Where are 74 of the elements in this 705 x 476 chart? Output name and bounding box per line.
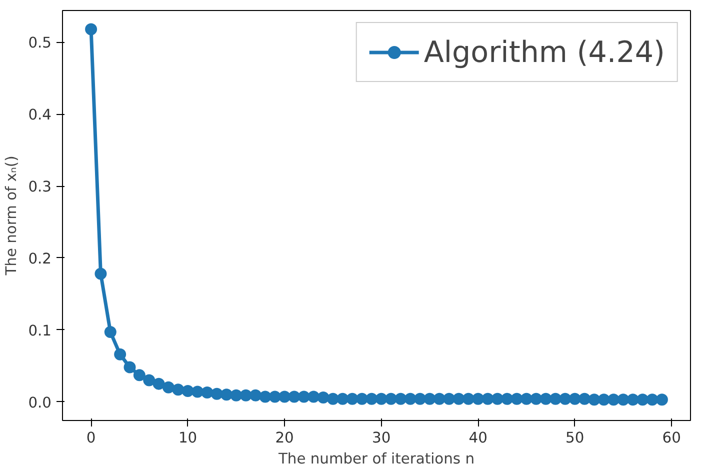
- point: [104, 326, 116, 338]
- point: [617, 394, 630, 406]
- x-tick-label: 50: [566, 430, 584, 446]
- point: [268, 390, 281, 403]
- point: [568, 392, 581, 405]
- point: [443, 392, 456, 405]
- point: [510, 392, 523, 405]
- point: [326, 392, 339, 405]
- x-tick-label: 10: [178, 430, 198, 446]
- x-tick-label: 0: [86, 430, 96, 446]
- point: [317, 391, 330, 404]
- point: [482, 392, 494, 405]
- y-tick-label: 0.1: [28, 322, 52, 340]
- point: [143, 374, 156, 386]
- point: [230, 389, 242, 402]
- point: [162, 381, 174, 394]
- x-axis-title: The number of iterations n: [277, 450, 475, 468]
- point: [172, 384, 184, 396]
- point: [646, 394, 658, 406]
- x-tick-label: 30: [372, 430, 391, 446]
- point: [250, 389, 262, 402]
- point: [462, 392, 474, 405]
- point: [501, 392, 514, 405]
- point: [94, 268, 107, 280]
- point: [114, 348, 126, 360]
- x-tick-label: 40: [468, 430, 488, 446]
- point: [578, 392, 591, 405]
- point: [375, 392, 388, 405]
- point: [278, 390, 291, 403]
- point: [424, 392, 436, 405]
- point: [608, 394, 620, 406]
- point: [404, 392, 416, 405]
- point: [656, 394, 668, 406]
- point: [559, 392, 572, 405]
- point: [220, 388, 233, 401]
- point: [298, 390, 310, 403]
- point: [385, 392, 398, 405]
- point: [588, 394, 600, 406]
- point: [414, 392, 426, 405]
- y-axis-title: The norm of xₙ(): [3, 156, 20, 276]
- point: [191, 386, 204, 398]
- y-tick-label: 0.5: [28, 34, 52, 52]
- point: [356, 392, 368, 405]
- point: [210, 388, 223, 400]
- point: [452, 392, 465, 405]
- point: [133, 369, 146, 382]
- point: [550, 392, 562, 405]
- point: [472, 392, 484, 405]
- point: [182, 385, 194, 397]
- point: [540, 392, 552, 405]
- point: [240, 389, 252, 402]
- point: [491, 392, 504, 405]
- x-tick-label: 20: [275, 430, 294, 446]
- point: [636, 394, 649, 406]
- point: [530, 392, 542, 405]
- point: [394, 392, 407, 405]
- legend-label: Algorithm (4.24): [424, 35, 665, 69]
- point: [433, 392, 446, 405]
- point: [366, 392, 378, 405]
- point: [626, 394, 639, 406]
- x-tick-label: 60: [662, 430, 681, 446]
- point: [124, 361, 136, 374]
- point: [85, 23, 98, 36]
- point: [308, 390, 320, 403]
- y-tick-label: 0.3: [28, 178, 52, 196]
- point: [520, 392, 532, 405]
- point: [152, 378, 165, 390]
- point: [598, 394, 610, 406]
- point: [201, 386, 214, 398]
- y-tick-label: 0.2: [28, 250, 52, 268]
- y-tick-label: 0.4: [28, 106, 52, 124]
- point: [336, 392, 349, 405]
- point: [346, 392, 358, 405]
- y-tick-label: 0.0: [28, 394, 52, 412]
